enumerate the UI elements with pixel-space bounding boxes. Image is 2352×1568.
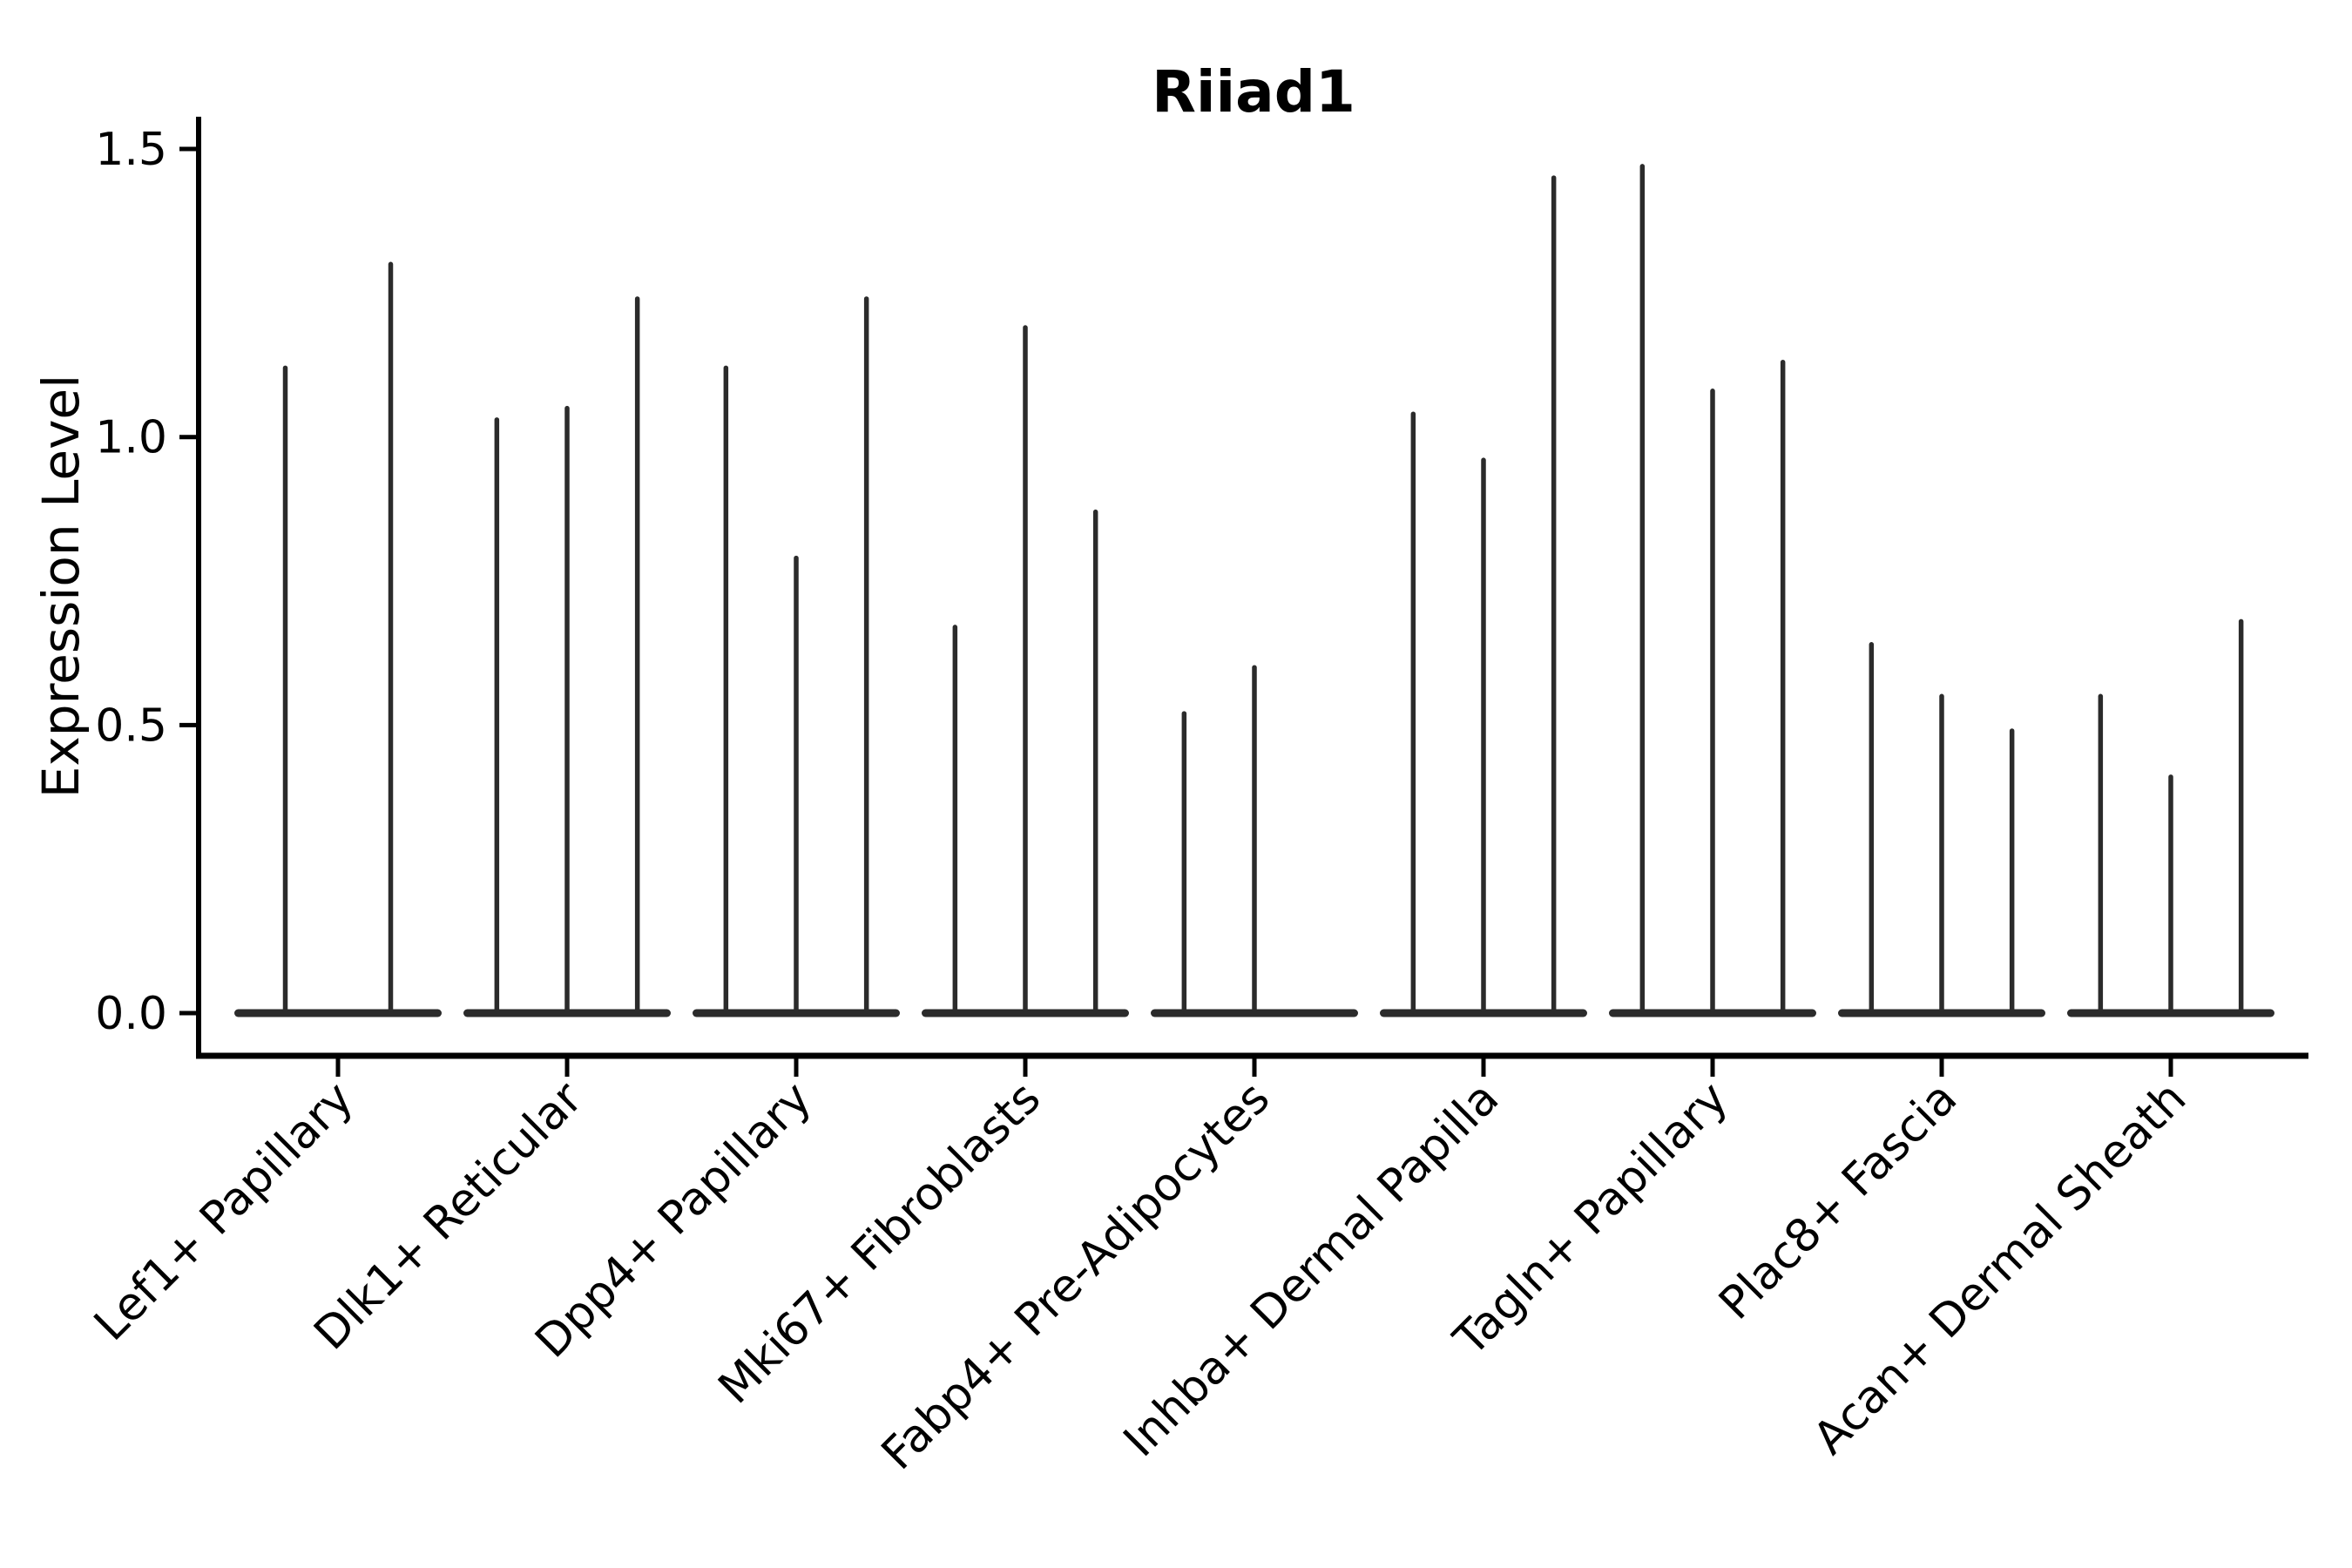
y-tick-label: 0.5 <box>95 700 167 752</box>
violin-base <box>234 1009 442 1017</box>
y-tick-label: 0.0 <box>95 988 167 1040</box>
violins-layer <box>234 164 2274 1017</box>
chart-title: Riiad1 <box>1152 58 1355 125</box>
x-tick-label: Fabp4+ Pre-Adipocytes <box>872 1072 1280 1480</box>
axes-layer <box>179 117 2308 1077</box>
y-tick-label: 1.0 <box>95 412 167 464</box>
x-tick-label: Plac8+ Fascia <box>1709 1072 1967 1330</box>
y-tick-label: 1.5 <box>95 124 167 176</box>
x-tick-label: Inhba+ Dermal Papilla <box>1114 1072 1509 1467</box>
y-axis-label: Expression Level <box>31 375 91 798</box>
x-tick-label: Acan+ Dermal Sheath <box>1804 1072 2197 1465</box>
y-tick-labels-layer: 0.0 0.5 1.0 1.5 <box>95 124 167 1040</box>
